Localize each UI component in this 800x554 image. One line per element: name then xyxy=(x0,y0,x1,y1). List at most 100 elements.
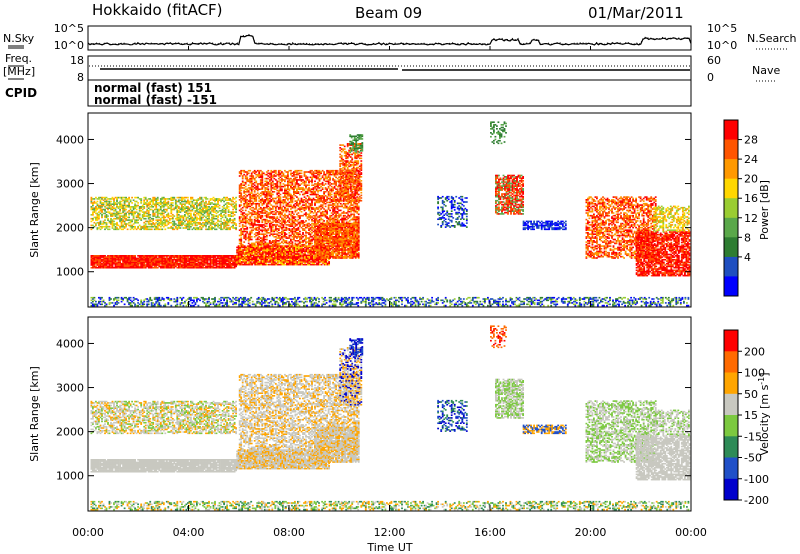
power-cell xyxy=(270,261,273,263)
power-cell xyxy=(350,255,353,258)
power-cell xyxy=(339,230,342,233)
power-cell xyxy=(252,258,255,261)
power-cell xyxy=(318,240,321,242)
power-cell xyxy=(273,247,276,250)
power-cell xyxy=(214,262,216,265)
power-cell xyxy=(202,257,204,260)
power-cell xyxy=(338,253,341,255)
nsearch-line xyxy=(87,33,692,46)
power-cell xyxy=(351,249,354,251)
power-cell xyxy=(347,238,350,241)
power-cell xyxy=(132,225,135,228)
power-cell xyxy=(329,236,332,238)
power-cell xyxy=(286,251,288,254)
power-cell xyxy=(229,260,232,262)
power-cell xyxy=(120,266,123,269)
power-cell xyxy=(323,254,326,257)
power-cell xyxy=(232,266,235,269)
power-cell xyxy=(237,246,240,249)
power-cell xyxy=(164,262,167,265)
power-cell xyxy=(149,257,152,260)
power-cell xyxy=(149,214,152,216)
power-cell xyxy=(348,245,351,247)
power-cell xyxy=(170,261,173,264)
power-cell xyxy=(326,225,329,228)
power-cell xyxy=(329,241,332,243)
power-cell xyxy=(341,246,344,249)
power-cell xyxy=(255,245,258,247)
power-cell xyxy=(95,261,97,264)
power-cell xyxy=(327,246,330,249)
power-cell xyxy=(339,226,342,229)
power-cell xyxy=(235,207,238,210)
power-cell xyxy=(279,197,282,200)
power-cell xyxy=(327,249,330,251)
power-cell xyxy=(101,266,103,269)
power-cell xyxy=(119,255,122,257)
power-cell xyxy=(269,247,272,250)
power-cell xyxy=(260,249,263,251)
power-cell xyxy=(158,265,161,268)
power-cell xyxy=(99,206,102,208)
power-cell xyxy=(144,261,147,264)
power-cell xyxy=(267,185,270,188)
power-cell xyxy=(101,203,103,206)
power-cell xyxy=(164,261,167,264)
power-cell xyxy=(185,266,188,269)
power-cell xyxy=(135,261,138,264)
power-cell xyxy=(325,263,328,266)
power-cell xyxy=(218,256,221,258)
power-cell xyxy=(123,223,126,225)
power-cell xyxy=(247,184,250,187)
power-cell xyxy=(246,247,249,250)
power-cell xyxy=(304,254,306,257)
power-cell xyxy=(199,255,201,257)
power-cell xyxy=(221,264,224,266)
power-cell xyxy=(110,212,112,215)
power-cell xyxy=(125,255,128,257)
power-cell xyxy=(348,246,351,249)
power-cell xyxy=(96,255,99,257)
power-cell xyxy=(220,224,223,227)
power-cell xyxy=(305,257,308,259)
power-cell xyxy=(137,212,140,215)
power-cell xyxy=(268,220,271,222)
power-cell xyxy=(206,265,209,268)
power-cell xyxy=(286,255,288,258)
power-cell xyxy=(113,257,115,260)
date-label: 01/Mar/2011 xyxy=(588,4,684,22)
power-cell xyxy=(326,249,329,251)
power-cell xyxy=(230,265,233,268)
power-cell xyxy=(101,225,103,228)
power-cell xyxy=(141,261,144,264)
power-cell xyxy=(240,189,243,192)
freq-unit-label: [MHz] xyxy=(3,65,35,78)
power-cell xyxy=(235,196,238,199)
power-cell xyxy=(126,260,129,262)
power-cell xyxy=(356,224,359,226)
power-cell xyxy=(134,227,137,229)
power-cell xyxy=(141,265,144,268)
power-cell xyxy=(232,260,235,262)
power-cell xyxy=(90,261,93,264)
power-cell xyxy=(101,262,103,265)
power-cell xyxy=(137,196,140,199)
power-cell xyxy=(230,258,233,261)
power-cell xyxy=(185,256,188,258)
power-cell xyxy=(258,241,261,243)
power-cell xyxy=(281,262,284,265)
power-cell xyxy=(123,217,126,220)
power-cell xyxy=(287,250,290,253)
power-cell xyxy=(102,258,105,261)
power-cell xyxy=(179,258,182,261)
power-cell xyxy=(224,257,227,260)
power-cell xyxy=(317,247,320,250)
power-cell xyxy=(336,253,339,255)
power-cells xyxy=(90,121,691,307)
power-cell xyxy=(316,258,318,261)
power-cell xyxy=(295,257,297,259)
power-cell xyxy=(264,255,267,258)
power-cell xyxy=(315,243,318,246)
power-cell xyxy=(249,254,252,257)
power-cell xyxy=(240,251,243,254)
